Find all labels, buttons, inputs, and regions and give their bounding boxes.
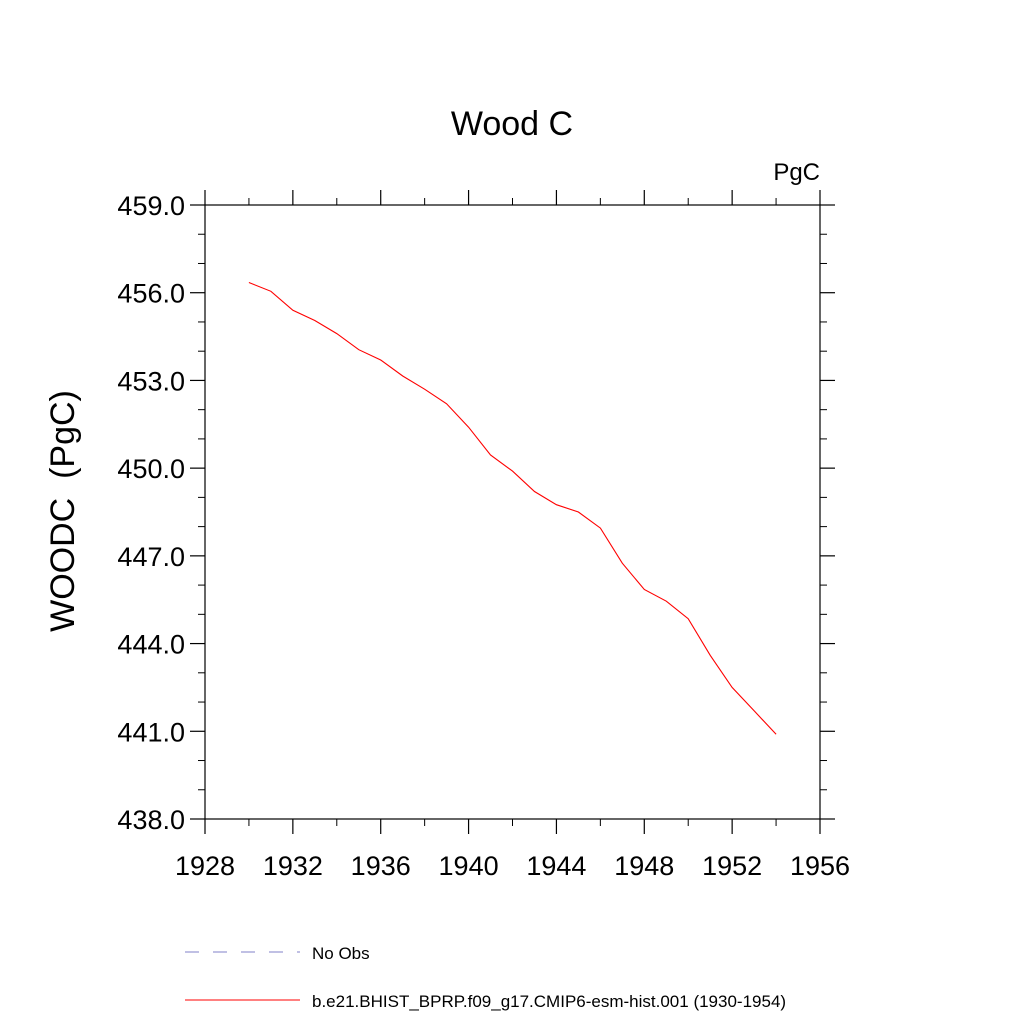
legend: No Obs b.e21.BHIST_BPRP.f09_g17.CMIP6-esm… [185,944,786,1011]
y-tick-label: 441.0 [117,717,185,747]
series-layer [248,281,777,735]
x-axis-ticks: 1928 1932 1936 1940 1944 1948 1952 1956 [175,190,850,881]
x-tick-label: 1932 [263,851,323,881]
y-tick-label: 447.0 [117,542,185,572]
plot-frame [204,204,821,820]
x-tick-label: 1948 [614,851,674,881]
y-axis-ticks: 438.0 441.0 444.0 447.0 450.0 453.0 456.0 459.0 [117,191,835,835]
x-tick-label: 1940 [439,851,499,881]
series-line [248,281,777,735]
x-tick-label: 1952 [702,851,762,881]
y-tick-label: 438.0 [117,805,185,835]
legend-label: b.e21.BHIST_BPRP.f09_g17.CMIP6-esm-hist.… [312,992,786,1011]
x-tick-label: 1928 [175,851,235,881]
x-tick-label: 1956 [790,851,850,881]
y-tick-label: 453.0 [117,366,185,396]
y-tick-label: 456.0 [117,279,185,309]
legend-label: No Obs [312,944,370,963]
x-tick-label: 1936 [351,851,411,881]
y-tick-label: 459.0 [117,191,185,221]
y-tick-label: 450.0 [117,454,185,484]
x-tick-label: 1944 [526,851,586,881]
y-axis-label: WOODC (PgC) [44,390,82,632]
units-label: PgC [773,159,820,186]
y-tick-label: 444.0 [117,630,185,660]
chart-title: Wood C [451,105,573,143]
